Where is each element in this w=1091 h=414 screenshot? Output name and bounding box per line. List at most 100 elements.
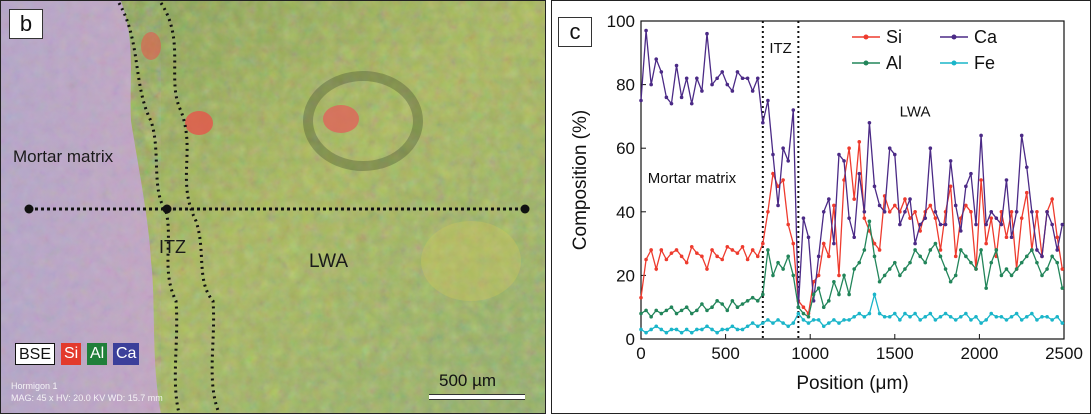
- data-point-fe: [720, 327, 725, 332]
- data-point-ca: [659, 70, 664, 74]
- y-axis-title: Composition (%): [570, 110, 591, 250]
- data-point-si: [964, 203, 968, 208]
- data-point-fe: [796, 311, 801, 316]
- data-point-fe: [994, 314, 999, 319]
- data-point-al: [862, 248, 867, 252]
- data-point-ca: [1045, 210, 1049, 214]
- data-point-fe: [644, 330, 648, 335]
- data-point-al: [903, 267, 907, 271]
- data-point-ca: [669, 101, 674, 106]
- data-point-al: [898, 273, 902, 278]
- data-point-fe: [827, 321, 831, 325]
- data-point-ca: [684, 76, 689, 81]
- data-point-si: [862, 216, 867, 220]
- legend-ca: Ca: [113, 343, 140, 365]
- data-point-fe: [750, 321, 755, 325]
- data-point-al: [761, 292, 765, 297]
- data-point-fe: [847, 318, 851, 322]
- data-point-fe: [761, 321, 765, 325]
- data-point-ca: [1004, 178, 1009, 182]
- x-tick-label: 2000: [960, 344, 998, 363]
- data-point-fe: [999, 314, 1004, 319]
- data-point-fe: [700, 327, 704, 332]
- data-point-ca: [943, 222, 948, 227]
- data-point-al: [720, 302, 725, 306]
- data-point-fe: [664, 330, 669, 335]
- data-point-ca: [806, 235, 811, 240]
- data-point-ca: [923, 216, 928, 220]
- data-point-ca: [664, 95, 669, 100]
- data-point-si: [771, 171, 775, 176]
- data-point-fe: [974, 314, 978, 319]
- x-tick-label: 1000: [791, 344, 829, 363]
- data-point-fe: [948, 314, 953, 319]
- data-point-fe: [984, 318, 988, 322]
- plot-frame: [640, 20, 1065, 340]
- data-point-fe: [679, 330, 684, 335]
- data-point-ca: [644, 28, 648, 33]
- data-point-si: [953, 254, 958, 259]
- data-point-al: [700, 302, 704, 306]
- data-point-al: [740, 302, 745, 306]
- data-point-fe: [1024, 314, 1029, 319]
- composition-chart-panel: 0 500 1000 1500 2000 2500 0 20 40 60 80 100 Position…: [551, 0, 1091, 414]
- data-point-si: [750, 248, 755, 252]
- data-point-al: [781, 267, 785, 271]
- data-point-ca: [908, 197, 912, 201]
- data-point-fe: [969, 318, 973, 322]
- data-point-fe: [715, 330, 719, 335]
- data-point-si: [766, 210, 770, 214]
- scan-end-dot: [520, 204, 530, 214]
- data-point-ca: [1060, 222, 1065, 227]
- data-point-si: [989, 216, 994, 220]
- data-point-fe: [908, 314, 912, 319]
- data-point-al: [832, 279, 836, 284]
- data-point-fe: [786, 324, 791, 329]
- data-point-si: [720, 257, 725, 262]
- data-point-si: [791, 241, 796, 246]
- data-point-si: [948, 184, 953, 189]
- data-point-al: [1030, 248, 1034, 252]
- data-point-si: [908, 216, 912, 220]
- data-point-al: [872, 254, 877, 259]
- data-point-al: [1040, 273, 1044, 278]
- data-point-ca: [832, 241, 836, 246]
- data-point-ca: [852, 235, 856, 240]
- data-point-si: [821, 241, 826, 246]
- data-point-al: [974, 267, 978, 271]
- data-point-al: [958, 248, 963, 252]
- data-point-ca: [689, 101, 694, 106]
- data-point-fe: [837, 321, 841, 325]
- data-point-ca: [679, 95, 684, 100]
- x-axis-title: Position (μm): [796, 373, 908, 394]
- data-point-al: [786, 254, 791, 259]
- data-point-fe: [867, 311, 872, 316]
- data-point-al: [938, 254, 943, 259]
- data-point-al: [979, 248, 983, 252]
- data-point-al: [811, 292, 816, 297]
- legend-al: Al: [87, 343, 108, 365]
- data-point-ca: [979, 133, 983, 138]
- data-point-fe: [811, 318, 816, 322]
- data-point-ca: [700, 89, 704, 93]
- data-point-al: [989, 260, 994, 265]
- data-point-ca: [948, 159, 953, 163]
- data-point-si: [649, 248, 653, 252]
- data-point-fe: [832, 318, 836, 322]
- data-point-fe: [943, 311, 948, 316]
- data-point-si: [938, 248, 943, 252]
- data-point-ca: [1055, 248, 1060, 252]
- data-point-ca: [801, 216, 806, 220]
- data-point-fe: [898, 318, 902, 322]
- data-point-al: [806, 314, 811, 319]
- data-point-si: [755, 254, 760, 259]
- data-point-al: [796, 305, 801, 310]
- data-point-al: [842, 273, 846, 278]
- data-point-fe: [1009, 314, 1014, 319]
- data-point-al: [816, 286, 821, 290]
- data-point-ca: [882, 210, 887, 214]
- data-point-al: [923, 260, 928, 265]
- data-point-si: [781, 178, 785, 182]
- data-point-al: [908, 260, 912, 265]
- data-point-si: [1055, 235, 1060, 240]
